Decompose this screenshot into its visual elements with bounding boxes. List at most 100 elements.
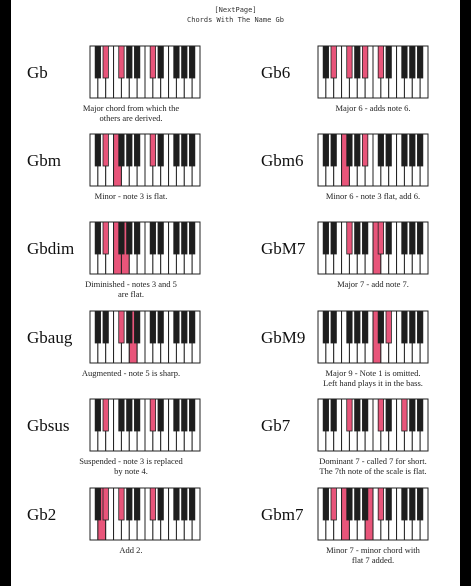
black-key-highlighted	[102, 45, 109, 79]
black-key	[173, 310, 180, 344]
black-key	[385, 133, 392, 167]
black-key	[134, 310, 141, 344]
piano-keyboard	[317, 310, 429, 364]
description-line: by note 4.	[114, 466, 148, 476]
black-key	[94, 310, 101, 344]
black-key	[401, 133, 408, 167]
black-key	[181, 398, 188, 432]
chord-description: Minor - note 3 is flat.	[51, 191, 211, 201]
black-key	[377, 310, 384, 344]
chord-description: Diminished - notes 3 and 5 are flat.	[51, 279, 211, 299]
black-key	[173, 221, 180, 255]
black-key	[94, 398, 101, 432]
black-key	[134, 487, 141, 521]
black-key-highlighted	[362, 133, 369, 167]
chord-name: Gb7	[261, 416, 291, 435]
chord-description: Minor 6 - note 3 flat, add 6.	[283, 191, 460, 201]
black-key	[330, 133, 337, 167]
chord-description: Suspended - note 3 is replaced by note 4.	[51, 456, 211, 476]
black-key	[134, 133, 141, 167]
description-line: Suspended - note 3 is replaced	[79, 456, 183, 466]
black-key	[173, 133, 180, 167]
black-key	[401, 45, 408, 79]
black-key-highlighted	[377, 221, 384, 255]
black-key-highlighted	[377, 45, 384, 79]
description-line: Major 9 - Note 1 is omitted.	[325, 368, 421, 378]
black-key	[377, 133, 384, 167]
black-key	[362, 487, 369, 521]
black-key	[102, 310, 109, 344]
description-line: flat 7 added.	[351, 555, 395, 565]
black-key	[126, 310, 133, 344]
black-key	[322, 310, 329, 344]
black-key	[157, 398, 164, 432]
black-key	[409, 398, 416, 432]
description-line: Minor - note 3 is flat.	[94, 191, 168, 201]
chord-description: Minor 7 - minor chord with flat 7 added.	[283, 545, 460, 565]
chord-name: Gbm6	[261, 151, 304, 170]
black-key	[354, 398, 361, 432]
description-line: Augmented - note 5 is sharp.	[81, 368, 181, 378]
black-key	[157, 310, 164, 344]
black-key	[346, 310, 353, 344]
black-key	[401, 221, 408, 255]
next-page-link[interactable]: [NextPage]	[214, 6, 257, 14]
description-line: others are derived.	[99, 113, 163, 123]
black-key	[126, 45, 133, 79]
black-key	[322, 487, 329, 521]
description-line: Major 6 - adds note 6.	[335, 103, 411, 113]
description-line: Diminished - notes 3 and 5	[85, 279, 177, 289]
black-key	[409, 133, 416, 167]
black-key	[409, 310, 416, 344]
piano-keyboard	[89, 487, 201, 541]
black-key-highlighted	[377, 398, 384, 432]
black-key	[181, 487, 188, 521]
piano-keyboard	[89, 310, 201, 364]
black-key	[362, 221, 369, 255]
black-key-highlighted	[149, 133, 156, 167]
piano-keyboard	[317, 487, 429, 541]
piano-keyboard	[89, 398, 201, 452]
black-key	[181, 133, 188, 167]
black-key-highlighted	[346, 398, 353, 432]
black-key	[157, 487, 164, 521]
chord-name: Gbm	[27, 151, 61, 170]
black-key-highlighted	[102, 133, 109, 167]
black-key	[385, 221, 392, 255]
chord-name: Gb2	[27, 505, 57, 524]
black-key	[189, 133, 196, 167]
black-key-highlighted	[330, 487, 337, 521]
chord-name: Gb	[27, 63, 48, 82]
chord-name: GbM9	[261, 328, 306, 347]
chord-description: Major chord from which the others are der…	[51, 103, 211, 123]
chord-name: GbM7	[261, 239, 306, 258]
black-key-highlighted	[401, 398, 408, 432]
black-key-highlighted	[330, 45, 337, 79]
black-key	[401, 487, 408, 521]
black-key	[134, 45, 141, 79]
piano-keyboard	[89, 133, 201, 187]
piano-keyboard	[89, 45, 201, 99]
black-key	[417, 487, 424, 521]
black-key	[322, 221, 329, 255]
black-key-highlighted	[118, 45, 125, 79]
description-line: Minor 6 - note 3 flat, add 6.	[325, 191, 421, 201]
black-key-highlighted	[102, 221, 109, 255]
chord-description: Major 9 - Note 1 is omitted. Left hand pl…	[283, 368, 460, 388]
chord-description: Major 7 - add note 7.	[283, 279, 460, 289]
black-key	[322, 45, 329, 79]
black-key-highlighted	[149, 398, 156, 432]
black-key	[134, 221, 141, 255]
black-key-highlighted	[102, 487, 109, 521]
black-key	[189, 221, 196, 255]
black-key	[330, 310, 337, 344]
black-key	[409, 221, 416, 255]
black-key	[401, 310, 408, 344]
piano-keyboard	[317, 133, 429, 187]
black-key	[385, 487, 392, 521]
black-key	[181, 221, 188, 255]
black-key	[134, 398, 141, 432]
black-key-highlighted	[118, 310, 125, 344]
black-key	[330, 398, 337, 432]
chord-description: Dominant 7 - called 7 for short. The 7th …	[283, 456, 460, 476]
